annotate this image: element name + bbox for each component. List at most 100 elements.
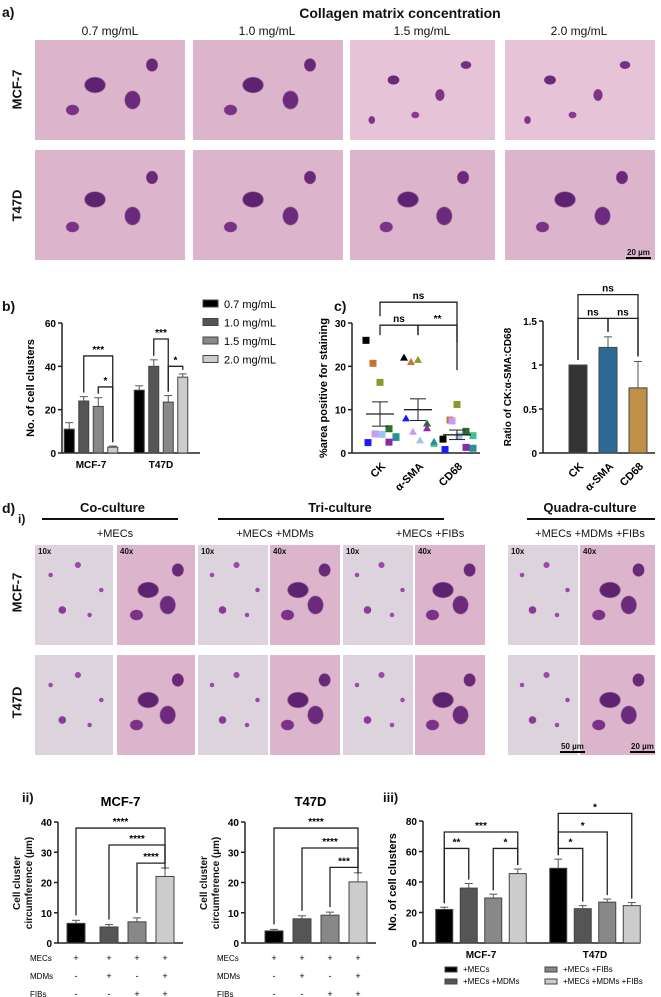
significance-label: *** bbox=[338, 856, 350, 867]
significance-bracket bbox=[329, 866, 359, 908]
significance-bracket bbox=[153, 338, 169, 392]
data-point bbox=[369, 359, 377, 367]
bar bbox=[148, 365, 160, 454]
y-tick-label: 0 bbox=[531, 449, 537, 460]
bar bbox=[573, 908, 592, 944]
significance-label: **** bbox=[322, 837, 338, 848]
y-tick-label: 0 bbox=[233, 939, 239, 950]
bar bbox=[78, 400, 90, 454]
group-underline bbox=[42, 518, 178, 520]
bar bbox=[622, 905, 641, 944]
condition-label: +MECs +FIBs bbox=[395, 528, 465, 540]
chart-title: T47D bbox=[295, 794, 327, 809]
legend-swatch bbox=[544, 978, 558, 985]
scale-bar-10x: 50 µm bbox=[560, 742, 585, 753]
y-tick-label: 0.5 bbox=[523, 405, 537, 416]
significance-label: ns bbox=[617, 307, 629, 318]
significance-bracket bbox=[557, 847, 584, 902]
bar bbox=[568, 364, 588, 454]
bar bbox=[628, 387, 648, 454]
data-point bbox=[385, 425, 393, 433]
significance-bracket bbox=[417, 324, 458, 371]
bar bbox=[92, 405, 104, 454]
chart-title: MCF-7 bbox=[101, 794, 141, 809]
y-tick-label: 20 bbox=[335, 362, 347, 373]
data-point bbox=[462, 427, 470, 435]
condition-row-label: MDMs bbox=[217, 972, 240, 981]
micrograph bbox=[35, 40, 185, 140]
legend-label: +MECs +FIBs bbox=[563, 965, 613, 974]
micrograph: 40x bbox=[580, 545, 655, 645]
y-axis-label: %area positive for staining bbox=[318, 318, 330, 458]
scale-bar: 20 µm bbox=[626, 248, 651, 259]
y-tick-label: 0 bbox=[411, 939, 417, 950]
magnification-label: 10x bbox=[201, 547, 215, 556]
x-category-label: CK bbox=[566, 461, 586, 481]
legend-swatch bbox=[444, 978, 458, 985]
bar bbox=[320, 914, 340, 944]
legend-swatch bbox=[202, 299, 219, 308]
data-point bbox=[385, 438, 393, 446]
bar bbox=[348, 881, 368, 944]
significance-bracket bbox=[379, 301, 458, 343]
condition-mark: + bbox=[106, 971, 111, 981]
significance-label: ns bbox=[587, 307, 599, 318]
condition-mark: - bbox=[301, 989, 304, 997]
micrograph bbox=[117, 655, 195, 755]
panel-a-label: a) bbox=[2, 4, 15, 20]
condition-mark: + bbox=[355, 989, 360, 997]
significance-bracket bbox=[136, 862, 166, 913]
y-tick-label: 10 bbox=[41, 909, 53, 920]
y-axis-label: No. of cell clusters bbox=[25, 339, 37, 437]
significance-label: * bbox=[581, 821, 585, 832]
group-header-coculture: Co-culture bbox=[80, 500, 145, 515]
bar bbox=[177, 376, 189, 454]
legend-swatch bbox=[202, 355, 219, 363]
x-category-label: CD68 bbox=[437, 461, 465, 489]
data-point bbox=[462, 443, 470, 451]
bar bbox=[264, 930, 284, 944]
data-point bbox=[414, 355, 422, 363]
bar bbox=[292, 918, 312, 944]
micrograph bbox=[35, 655, 113, 755]
micrograph bbox=[35, 150, 185, 260]
condition-mark: + bbox=[162, 953, 167, 963]
bar bbox=[459, 887, 478, 944]
significance-bracket bbox=[301, 847, 359, 911]
condition-row-label: FIBs bbox=[217, 990, 233, 997]
condition-mark: - bbox=[329, 971, 332, 981]
bar bbox=[99, 926, 119, 944]
data-point bbox=[400, 353, 408, 361]
condition-mark: + bbox=[355, 953, 360, 963]
y-tick-label: 10 bbox=[335, 406, 347, 417]
y-tick-label: 80 bbox=[406, 817, 418, 828]
data-point bbox=[469, 432, 477, 440]
data-point bbox=[416, 436, 424, 444]
group-underline bbox=[218, 518, 444, 520]
column-label: 1.5 mg/mL bbox=[393, 24, 451, 38]
condition-mark: + bbox=[327, 989, 332, 997]
magnification-label: 40x bbox=[273, 547, 287, 556]
data-point bbox=[455, 432, 463, 440]
magnification-label: 10x bbox=[346, 547, 360, 556]
significance-label: * bbox=[593, 802, 597, 813]
bar bbox=[107, 446, 119, 454]
legend-label: +MECs +MDMs +FIBs bbox=[563, 977, 643, 986]
data-point bbox=[364, 439, 372, 447]
significance-label: ns bbox=[602, 284, 614, 295]
significance-bracket bbox=[273, 827, 359, 925]
data-point bbox=[469, 444, 477, 452]
significance-label: * bbox=[569, 837, 573, 848]
significance-label: **** bbox=[143, 852, 159, 863]
significance-bracket bbox=[492, 847, 519, 891]
significance-label: ** bbox=[453, 837, 461, 848]
legend-label: 2.0 mg/mL bbox=[224, 355, 276, 367]
micrograph: 10x bbox=[198, 545, 268, 645]
significance-bracket bbox=[379, 324, 419, 336]
data-point bbox=[441, 446, 449, 454]
x-category-label: T47D bbox=[583, 950, 607, 961]
micrograph: 40x bbox=[415, 545, 485, 645]
significance-label: *** bbox=[475, 821, 487, 832]
y-tick-label: 40 bbox=[406, 878, 418, 889]
